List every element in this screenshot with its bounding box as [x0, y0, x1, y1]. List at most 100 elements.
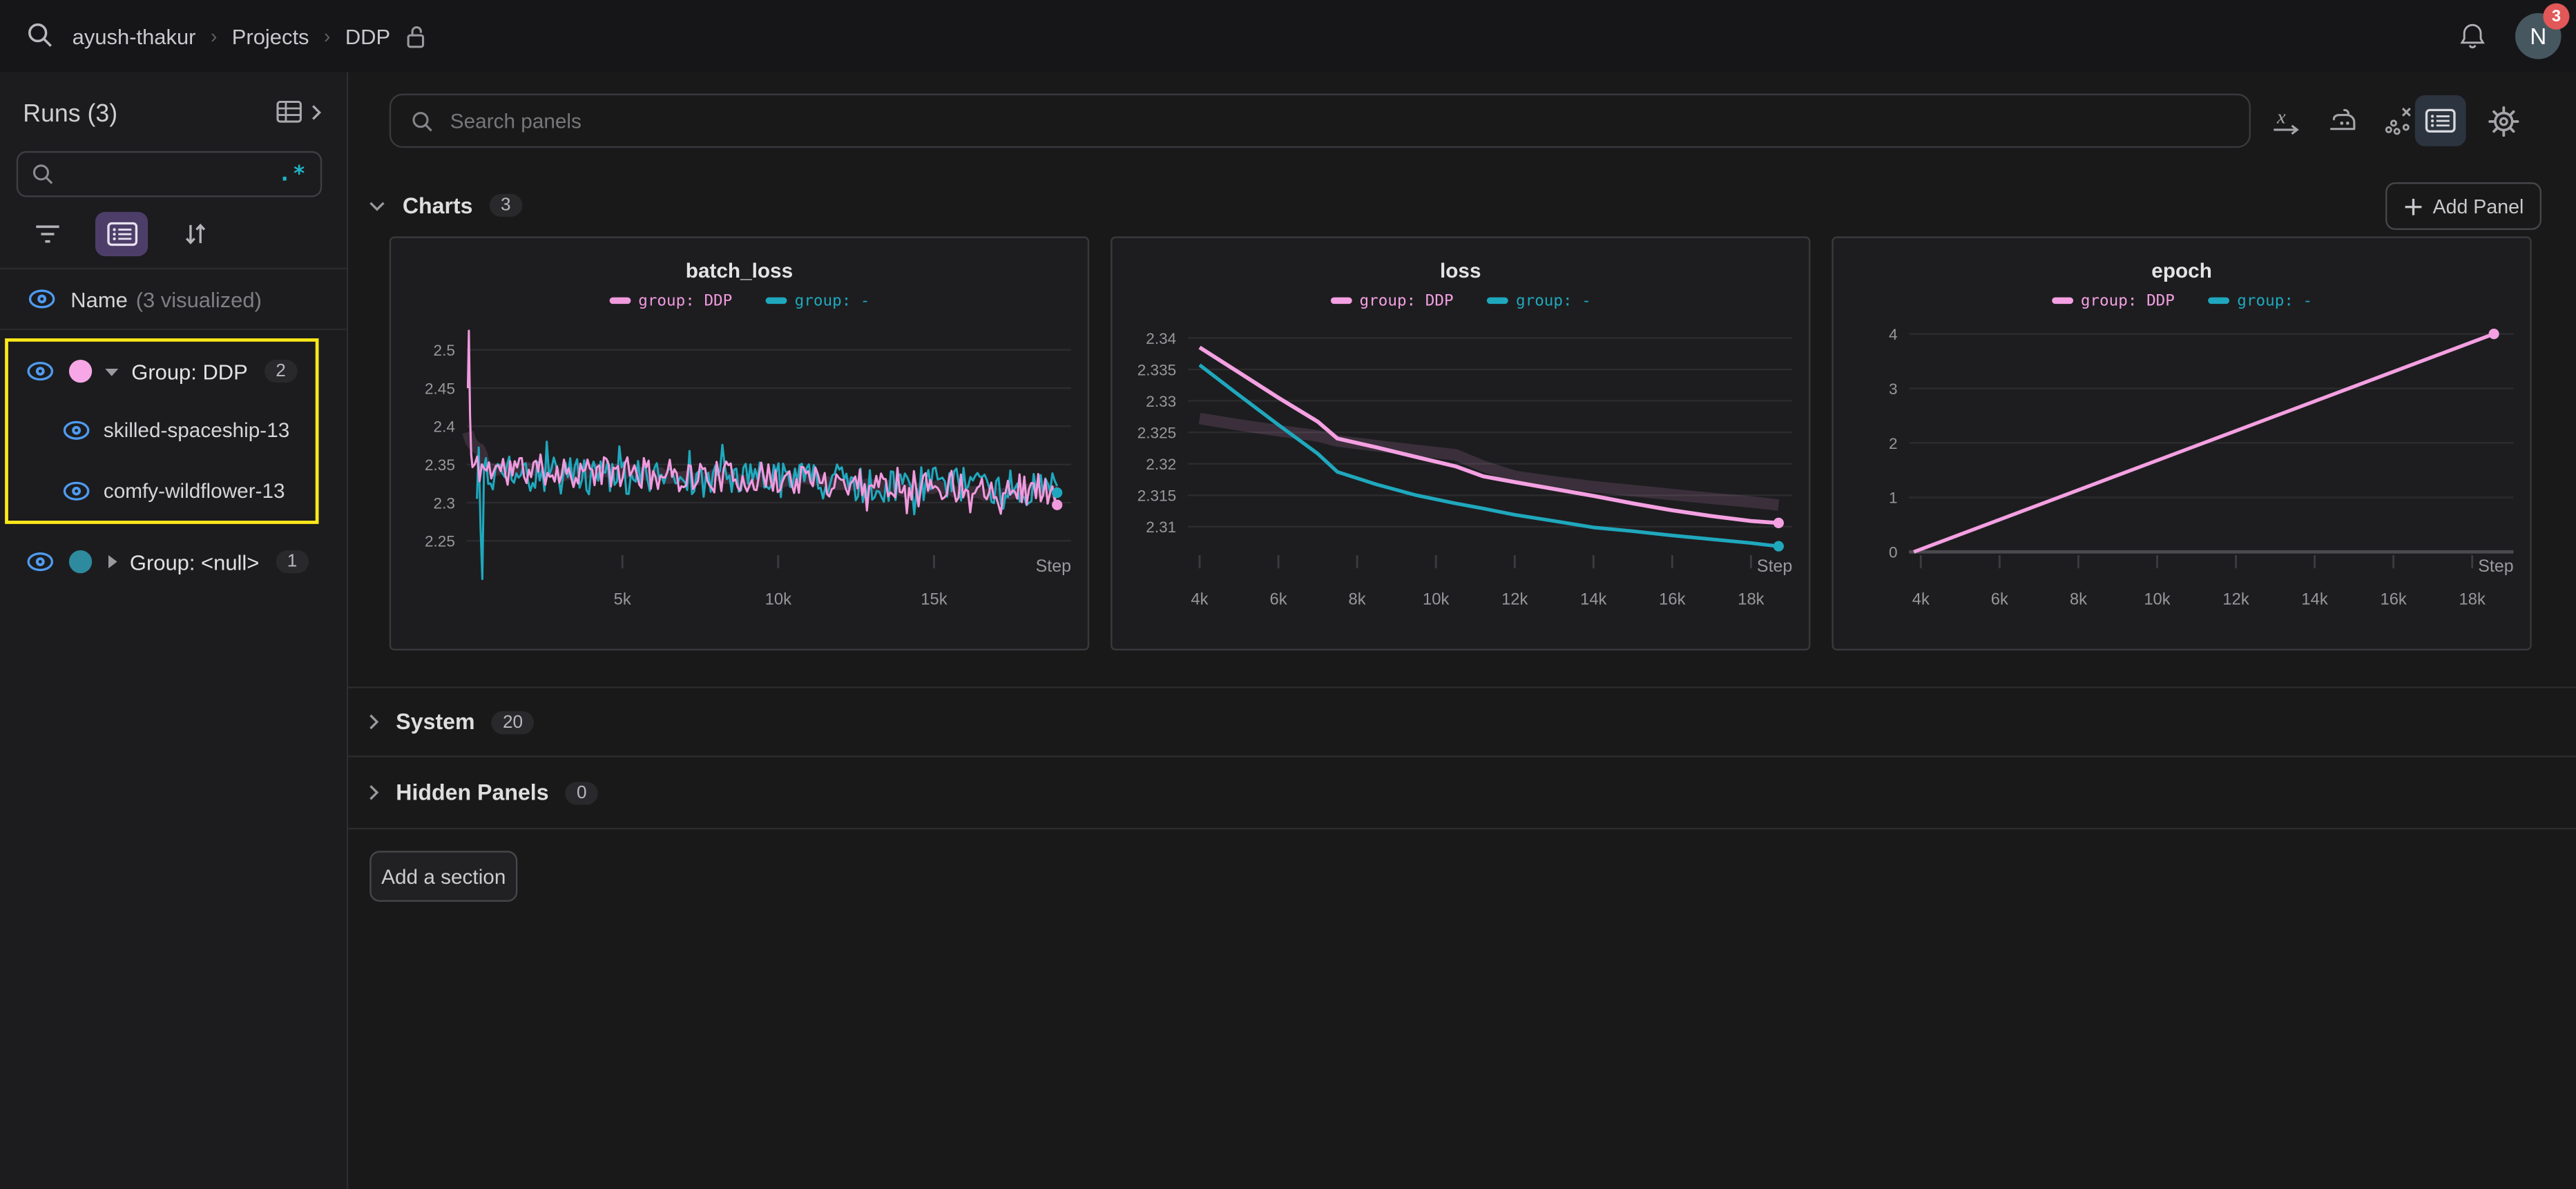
chart-panel-loss[interactable]: loss group: DDP group: - 2.31 2.315 2.32 2.3…	[1111, 236, 1811, 651]
chart-plot[interactable]: 2.31 2.315 2.32 2.325 2.33 2.335 2.34 4k 6k 8k 10k…	[1112, 312, 1809, 641]
chevron-right-icon	[311, 105, 322, 120]
chart-legend: group: DDP group: -	[1834, 289, 2530, 312]
add-section-button[interactable]: Add a section	[369, 851, 518, 902]
runs-search-input[interactable]	[54, 161, 278, 188]
smoothing-button[interactable]	[2318, 99, 2367, 143]
run-group-row-null[interactable]: Group: <null> 1	[26, 539, 309, 585]
runs-name-header: Name (3 visualized)	[0, 269, 347, 331]
caret-down-icon[interactable]	[104, 365, 120, 377]
chart-title: batch_loss	[685, 259, 794, 283]
legend-item[interactable]: group: DDP	[2051, 291, 2175, 309]
run-list-view-button[interactable]	[95, 211, 148, 257]
sort-button[interactable]	[171, 212, 220, 256]
svg-text:2.3: 2.3	[434, 494, 455, 512]
topbar: ayush-thakur › Projects › DDP N 3	[0, 0, 2576, 75]
legend-item[interactable]: group: DDP	[608, 291, 732, 309]
filter-button[interactable]	[23, 212, 72, 256]
breadcrumb: ayush-thakur › Projects › DDP	[73, 0, 427, 72]
add-panel-button[interactable]: Add Panel	[2385, 182, 2542, 231]
charts-count-badge: 3	[489, 193, 523, 218]
lock-open-icon	[403, 23, 426, 48]
sort-icon	[186, 223, 206, 245]
svg-text:16k: 16k	[1659, 590, 1685, 608]
svg-text:6k: 6k	[1991, 590, 2008, 608]
legend-label: group: DDP	[2080, 291, 2175, 310]
svg-text:15k: 15k	[921, 590, 947, 608]
svg-text:10k: 10k	[2144, 590, 2170, 608]
chart-plot[interactable]: 0 1 2 3 4 4k 6k 8k 10k 12k 14k 16k 18k Step	[1834, 312, 2530, 641]
legend-swatch	[765, 297, 787, 304]
svg-text:5k: 5k	[614, 590, 631, 608]
eye-icon[interactable]	[28, 289, 55, 309]
legend-item[interactable]: group: DDP	[1329, 291, 1454, 310]
settings-button[interactable]	[2479, 99, 2528, 143]
chart-title: epoch	[2151, 259, 2212, 283]
charts-section-header[interactable]: Charts 3	[368, 182, 523, 229]
svg-text:14k: 14k	[2301, 590, 2327, 608]
divider	[348, 827, 2576, 830]
avatar-letter: N	[2530, 23, 2547, 50]
filter-icon	[36, 225, 59, 243]
svg-text:2.35: 2.35	[425, 456, 455, 474]
chart-panel-batch-loss[interactable]: batch_loss group: DDP group: - 2.25 2.3 2.3…	[389, 236, 1090, 651]
x-axis-settings-button[interactable]: x	[2262, 99, 2311, 143]
svg-text:2.32: 2.32	[1146, 456, 1176, 473]
legend-item[interactable]: group: -	[2207, 291, 2312, 309]
panel-search-input[interactable]	[447, 107, 2230, 134]
plus-icon	[2405, 197, 2421, 215]
svg-text:2.325: 2.325	[1137, 424, 1177, 441]
hidden-panels-section-label: Hidden Panels	[396, 780, 549, 805]
regex-toggle-icon[interactable]: .*	[278, 162, 307, 186]
svg-text:2.45: 2.45	[425, 380, 455, 397]
hidden-panels-count-badge: 0	[565, 781, 599, 804]
legend-item[interactable]: group: -	[1486, 291, 1591, 309]
legend-label: group: DDP	[1359, 291, 1454, 310]
run-group-row-ddp[interactable]: Group: DDP 2	[26, 348, 298, 394]
svg-text:x: x	[2276, 106, 2286, 128]
eye-icon[interactable]	[26, 552, 54, 572]
svg-text:2: 2	[1889, 435, 1898, 452]
panels-list-icon	[2425, 108, 2456, 133]
system-section-header[interactable]: System 20	[348, 686, 2576, 755]
charts-section-label: Charts	[402, 193, 473, 218]
list-icon	[106, 222, 137, 246]
notifications-bell-icon[interactable]	[2458, 21, 2488, 52]
global-search-icon[interactable]	[26, 21, 54, 49]
chevron-down-icon	[369, 201, 385, 211]
svg-text:Step: Step	[1757, 557, 1792, 576]
run-name[interactable]: skilled-spaceship-13	[103, 418, 290, 442]
group-label[interactable]: Group: <null>	[129, 549, 260, 574]
hidden-panels-section-header[interactable]: Hidden Panels 0	[348, 755, 2576, 828]
notification-count-badge: 3	[2543, 3, 2570, 30]
legend-label: group: -	[794, 291, 870, 310]
chart-panel-epoch[interactable]: epoch group: DDP group: - 0 1 2 3 4 4k 6k 8k 10k 1…	[1832, 236, 2532, 651]
run-row[interactable]: skilled-spaceship-13	[62, 407, 289, 454]
eye-icon[interactable]	[62, 481, 90, 501]
x-axis-icon: x	[2274, 106, 2299, 135]
panel-layout-button[interactable]	[2414, 95, 2466, 146]
eye-icon[interactable]	[62, 420, 90, 441]
breadcrumb-separator: ›	[323, 24, 331, 48]
run-row[interactable]: comfy-wildflower-13	[62, 468, 285, 514]
chart-plot[interactable]: 2.25 2.3 2.35 2.4 2.45 2.5 5k 10k 15k Step	[391, 312, 1088, 641]
caret-right-icon[interactable]	[107, 554, 119, 570]
group-count-badge: 2	[264, 359, 298, 383]
eye-icon[interactable]	[26, 361, 54, 381]
workspace-main: x Charts 3 Add Panel	[348, 72, 2576, 1189]
runs-table-toggle[interactable]	[276, 100, 323, 125]
run-name[interactable]: comfy-wildflower-13	[103, 479, 285, 503]
breadcrumb-user[interactable]: ayush-thakur	[72, 23, 196, 49]
search-icon	[412, 110, 432, 131]
group-label[interactable]: Group: DDP	[131, 358, 248, 384]
svg-text:2.315: 2.315	[1137, 487, 1177, 505]
breadcrumb-projects[interactable]: Projects	[231, 23, 309, 49]
chevron-right-icon	[369, 714, 379, 730]
legend-item[interactable]: group: -	[765, 291, 870, 309]
visualized-note: (3 visualized)	[135, 287, 262, 311]
svg-text:14k: 14k	[1580, 590, 1606, 608]
svg-text:12k: 12k	[2222, 590, 2249, 608]
outliers-button[interactable]	[2374, 99, 2423, 143]
breadcrumb-project-name[interactable]: DDP	[345, 23, 391, 49]
charts-grid: batch_loss group: DDP group: - 2.25 2.3 2.3…	[389, 236, 2532, 651]
chevron-right-icon	[369, 785, 379, 800]
